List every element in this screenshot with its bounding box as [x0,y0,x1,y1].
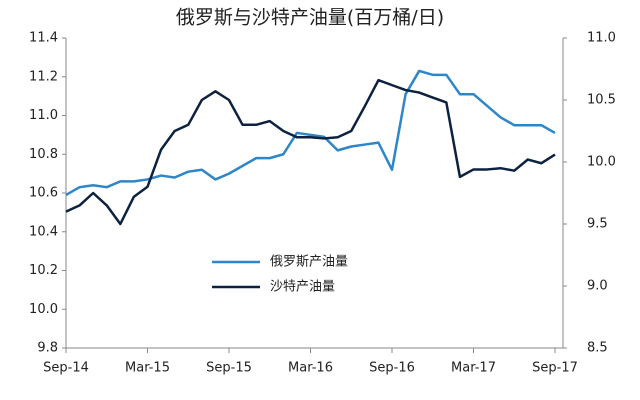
y-tick-label: 11.4 [29,31,58,46]
y2-tick-label: 11.0 [587,31,616,46]
x-tick-label: Mar-15 [125,361,170,376]
y-tick-label: 9.8 [37,341,58,356]
x-tick-label: Sep-17 [532,361,578,376]
y-tick-label: 10.4 [29,224,58,239]
y2-tick-label: 9.5 [587,217,608,232]
y-tick-label: 11.2 [29,69,58,84]
y-tick-label: 10.8 [29,147,58,162]
x-tick-label: Mar-16 [288,361,333,376]
y-tick-label: 11.0 [29,108,58,123]
y-tick-label: 10.6 [29,186,58,201]
y2-tick-label: 8.5 [587,341,608,356]
series-line [65,69,556,197]
x-tick-label: Sep-16 [369,361,415,376]
y2-tick-label: 10.0 [587,155,616,170]
y2-tick-label: 10.5 [587,93,616,108]
series-line [65,78,556,226]
y-tick-label: 10.2 [29,263,58,278]
x-tick-label: Sep-14 [43,361,89,376]
chart-title: 俄罗斯与沙特产油量(百万桶/日) [176,7,444,29]
x-tick-label: Mar-17 [451,361,496,376]
legend-label: 俄罗斯产油量 [270,255,348,270]
x-tick-label: Sep-15 [206,361,252,376]
y-tick-label: 10.0 [29,302,58,317]
y2-tick-label: 9.0 [587,279,608,294]
legend-label: 沙特产油量 [270,280,335,295]
